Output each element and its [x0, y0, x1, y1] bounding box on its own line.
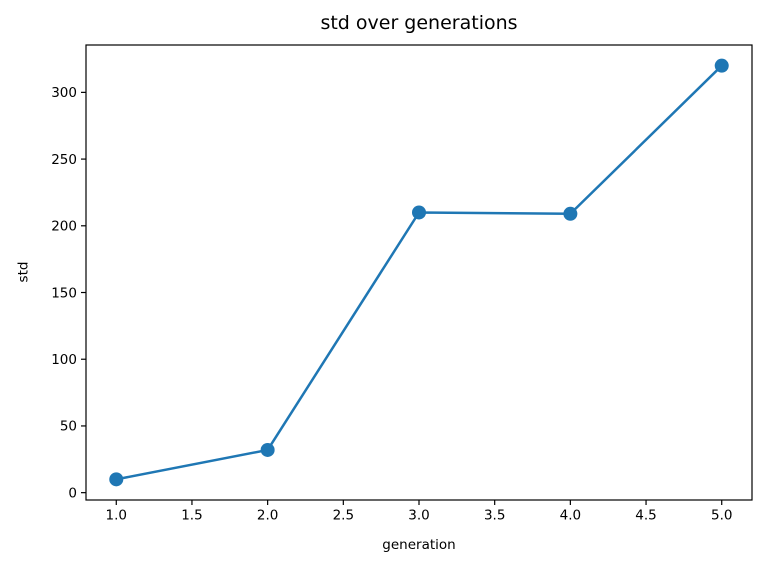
axes-spines [85, 44, 753, 501]
x-axis-label: generation [382, 537, 456, 553]
data-point-marker [412, 205, 426, 220]
x-tick-label: 1.0 [106, 508, 127, 524]
y-tick-label: 300 [51, 85, 77, 101]
y-tick-label: 0 [68, 485, 77, 501]
y-tick-label: 250 [51, 152, 77, 168]
chart-title: std over generations [320, 12, 518, 34]
x-tick-label: 2.0 [257, 508, 278, 524]
data-line [116, 64, 723, 481]
y-tick-label: 50 [60, 419, 77, 435]
x-tick-label: 4.5 [635, 508, 656, 524]
x-tick-label: 4.0 [560, 508, 581, 524]
x-tick-label: 1.5 [181, 508, 202, 524]
data-point-marker [260, 442, 275, 457]
data-point-marker [714, 58, 729, 73]
data-point-marker [109, 472, 124, 487]
y-tick-label: 200 [51, 219, 77, 235]
y-tick-label: 150 [51, 285, 77, 301]
x-tick-label: 3.5 [484, 508, 505, 524]
x-tick-label: 5.0 [711, 508, 732, 524]
data-point-marker [563, 206, 578, 221]
x-tick-label: 2.5 [333, 508, 354, 524]
y-tick-label: 100 [51, 352, 77, 368]
x-tick-label: 3.0 [408, 508, 429, 524]
